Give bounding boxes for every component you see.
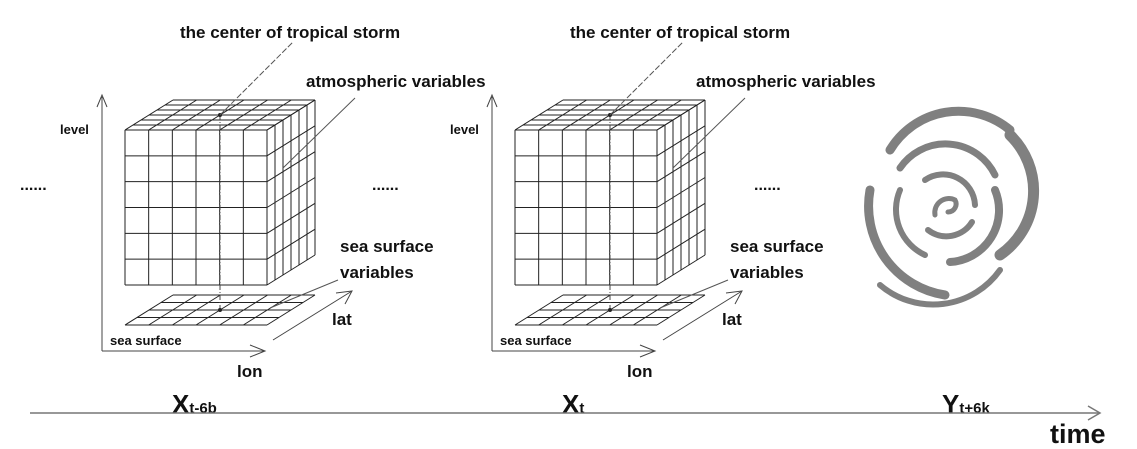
input-label: Xt-6b — [172, 389, 217, 419]
tropical-storm-spiral-icon — [864, 106, 1040, 308]
level-axis-label: level — [60, 122, 89, 137]
atmospheric-variables-label: atmospheric variables — [696, 72, 876, 91]
axes — [486, 93, 743, 358]
sea-surface-grid — [124, 294, 316, 326]
input-label: Xt — [562, 389, 584, 419]
sea-surface-center-dot — [218, 308, 222, 312]
time-label: time — [1050, 419, 1106, 449]
panel-input-past: the center of tropical storm atmospheric … — [60, 23, 486, 419]
ellipsis-left: ...... — [20, 177, 47, 194]
sea-surface-variables-label-line2: variables — [340, 263, 414, 282]
sea-surface-variables-label: sea surface — [340, 237, 434, 256]
ellipsis-middle: ...... — [372, 177, 399, 194]
sea-surface-variables-label-line2: variables — [730, 263, 804, 282]
time-axis — [30, 405, 1102, 421]
center-of-storm-label: the center of tropical storm — [570, 23, 790, 42]
sea-surface-label: sea surface — [500, 333, 572, 348]
lon-axis-label: lon — [627, 362, 653, 381]
axes — [96, 93, 353, 358]
sea-surface-variables-label: sea surface — [730, 237, 824, 256]
sea-surface-center-dot — [608, 308, 612, 312]
lon-axis-label: lon — [237, 362, 263, 381]
atmospheric-cube — [124, 99, 316, 286]
ellipsis-right: ...... — [754, 177, 781, 194]
output-label: Yt+6k — [942, 389, 990, 419]
level-axis-label: level — [450, 122, 479, 137]
lat-axis-label: lat — [332, 310, 352, 329]
sea-surface-label: sea surface — [110, 333, 182, 348]
center-of-storm-label: the center of tropical storm — [180, 23, 400, 42]
atmospheric-variables-label: atmospheric variables — [306, 72, 486, 91]
sea-surface-grid — [514, 294, 706, 326]
lat-axis-label: lat — [722, 310, 742, 329]
panel-input-current: the center of tropical storm atmospheric … — [450, 23, 876, 419]
